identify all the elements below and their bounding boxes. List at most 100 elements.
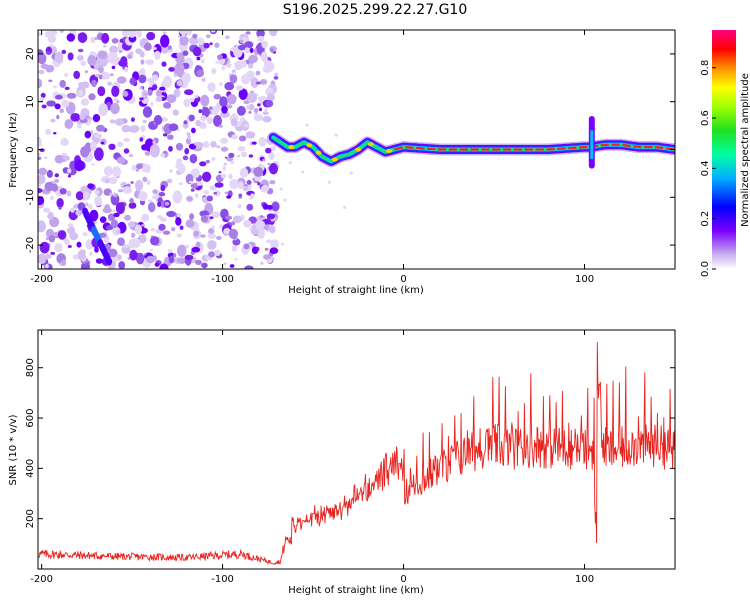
noise-blob	[148, 199, 153, 203]
noise-blob	[160, 34, 170, 48]
noise-blob	[59, 108, 64, 114]
noise-blob	[146, 255, 155, 264]
noise-blob	[111, 65, 116, 70]
noise-blob	[266, 239, 272, 244]
noise-blob	[92, 114, 101, 123]
noise-blob	[94, 196, 103, 207]
noise-blob	[248, 62, 254, 69]
noise-blob	[64, 119, 74, 130]
noise-blob	[76, 241, 82, 248]
noise-blob	[230, 221, 236, 226]
noise-blob	[166, 210, 177, 218]
noise-blob	[213, 192, 218, 195]
noise-blob	[200, 214, 209, 223]
noise-blob	[64, 72, 68, 78]
noise-blob	[270, 145, 276, 151]
track-core	[427, 147, 436, 151]
noise-blob	[82, 232, 88, 237]
noise-blob	[156, 89, 162, 98]
noise-blob	[265, 147, 272, 154]
noise-blob	[238, 135, 247, 142]
noise-blob	[209, 185, 217, 191]
noise-blob	[188, 143, 197, 150]
noise-blob	[45, 237, 49, 241]
noise-blob	[53, 231, 58, 238]
noise-blob	[262, 203, 269, 210]
colorbar-tick-label: 0.4	[700, 160, 711, 176]
track-core	[557, 147, 566, 150]
noise-blob	[239, 167, 249, 178]
noise-blob	[120, 56, 128, 66]
noise-blob	[215, 61, 220, 64]
noise-blob	[105, 225, 114, 231]
noise-blob	[194, 141, 198, 146]
noise-blob	[197, 37, 205, 46]
noise-blob	[168, 145, 173, 152]
noise-blob	[95, 258, 103, 264]
noise-blob	[121, 30, 130, 37]
noise-blob	[244, 265, 254, 269]
noise-blob	[124, 214, 131, 221]
noise-blob	[59, 30, 64, 34]
noise-blob	[245, 131, 256, 139]
noise-blob	[192, 46, 202, 57]
noise-blob	[101, 32, 110, 44]
noise-blob	[87, 183, 94, 190]
noise-blob	[163, 230, 171, 235]
noise-blob	[179, 225, 184, 230]
noise-blob	[38, 97, 45, 103]
track-core	[633, 145, 642, 149]
noise-blob	[152, 74, 159, 81]
noise-blob	[99, 216, 107, 224]
noise-blob	[115, 202, 125, 215]
noise-blob	[150, 102, 154, 107]
noise-blob	[44, 31, 52, 38]
noise-blob	[207, 240, 217, 250]
noise-blob	[50, 196, 54, 201]
noise-blob	[191, 127, 196, 134]
noise-blob	[221, 173, 227, 179]
noise-blob	[74, 159, 85, 172]
noise-blob	[257, 35, 265, 42]
noise-blob	[94, 246, 99, 253]
noise-blob	[248, 54, 258, 64]
noise-blob	[248, 103, 255, 111]
noise-blob	[61, 49, 67, 55]
noise-blob	[70, 113, 81, 122]
noise-blob	[163, 102, 171, 109]
noise-blob	[167, 134, 174, 140]
noise-blob	[192, 33, 198, 39]
noise-blob	[178, 182, 183, 186]
noise-blob	[262, 115, 272, 123]
noise-blob	[168, 123, 179, 131]
noise-blob	[61, 99, 70, 108]
snr-xlabel: Height of straight line (km)	[288, 585, 424, 596]
noise-blob	[136, 163, 143, 170]
noise-blob	[186, 196, 193, 202]
noise-blob	[129, 125, 140, 133]
noise-blob	[209, 216, 214, 220]
track-accent	[386, 148, 393, 153]
noise-blob	[98, 103, 108, 117]
noise-blob	[113, 212, 120, 218]
noise-blob	[210, 141, 217, 148]
noise-blob	[73, 70, 81, 80]
noise-blob	[237, 146, 246, 152]
noise-blob	[211, 211, 220, 219]
noise-blob	[230, 160, 235, 165]
noise-blob	[214, 182, 224, 188]
noise-blob	[213, 93, 222, 100]
noise-blob	[91, 163, 95, 166]
noise-blob	[122, 243, 130, 248]
snr-ylabel: SNR (10 * v/v)	[8, 414, 19, 485]
noise-blob	[264, 247, 269, 251]
noise-blob	[115, 118, 124, 126]
noise-blob	[173, 73, 177, 77]
noise-blob	[170, 227, 176, 232]
noise-blob	[139, 137, 144, 142]
noise-blob	[146, 179, 151, 186]
noise-blob	[261, 40, 269, 49]
noise-blob	[149, 143, 160, 158]
noise-blob	[229, 179, 239, 190]
noise-blob	[243, 220, 252, 228]
